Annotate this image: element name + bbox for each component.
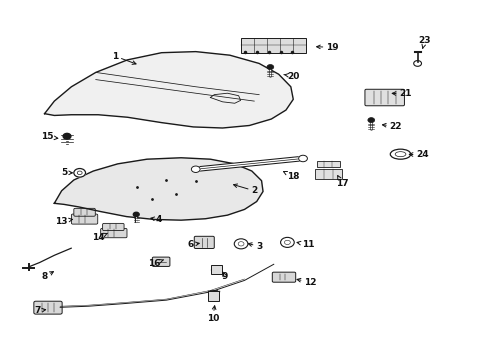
Text: 20: 20	[284, 72, 299, 81]
Text: 21: 21	[391, 89, 411, 98]
Polygon shape	[44, 51, 293, 128]
Text: 5: 5	[61, 168, 72, 177]
Circle shape	[280, 237, 294, 247]
FancyBboxPatch shape	[194, 236, 214, 248]
Circle shape	[191, 166, 200, 172]
FancyBboxPatch shape	[272, 272, 295, 282]
Text: 3: 3	[248, 242, 262, 251]
Circle shape	[367, 118, 374, 123]
Text: 13: 13	[55, 217, 72, 226]
Text: 10: 10	[206, 306, 219, 323]
Text: 6: 6	[187, 240, 199, 249]
Circle shape	[133, 212, 139, 217]
Text: 19: 19	[316, 43, 338, 52]
Text: 15: 15	[41, 132, 58, 141]
FancyBboxPatch shape	[34, 301, 62, 314]
Text: 2: 2	[233, 184, 257, 195]
Text: 23: 23	[418, 36, 430, 48]
FancyBboxPatch shape	[101, 228, 127, 238]
FancyBboxPatch shape	[152, 257, 169, 266]
Ellipse shape	[389, 149, 410, 159]
Bar	[315, 168, 341, 179]
Text: 18: 18	[283, 171, 299, 181]
FancyBboxPatch shape	[74, 208, 95, 216]
Circle shape	[234, 239, 247, 249]
FancyBboxPatch shape	[102, 224, 124, 230]
Bar	[208, 291, 219, 301]
Circle shape	[266, 64, 273, 69]
Circle shape	[298, 155, 307, 162]
Text: 16: 16	[148, 259, 163, 268]
Text: 14: 14	[92, 233, 107, 242]
Bar	[211, 265, 222, 274]
Circle shape	[74, 168, 85, 177]
Circle shape	[63, 134, 71, 139]
Text: 12: 12	[296, 278, 316, 287]
Text: 8: 8	[41, 271, 53, 281]
Text: 4: 4	[150, 215, 162, 224]
FancyBboxPatch shape	[364, 89, 404, 106]
Polygon shape	[54, 158, 263, 220]
Text: 24: 24	[408, 150, 428, 159]
Text: 9: 9	[222, 272, 228, 281]
Bar	[240, 38, 306, 53]
FancyBboxPatch shape	[71, 214, 98, 224]
Text: 11: 11	[296, 240, 313, 249]
Text: 17: 17	[335, 176, 347, 188]
Text: 1: 1	[112, 52, 136, 64]
Text: 7: 7	[34, 306, 45, 315]
Bar	[316, 161, 339, 167]
Text: 22: 22	[382, 122, 401, 131]
